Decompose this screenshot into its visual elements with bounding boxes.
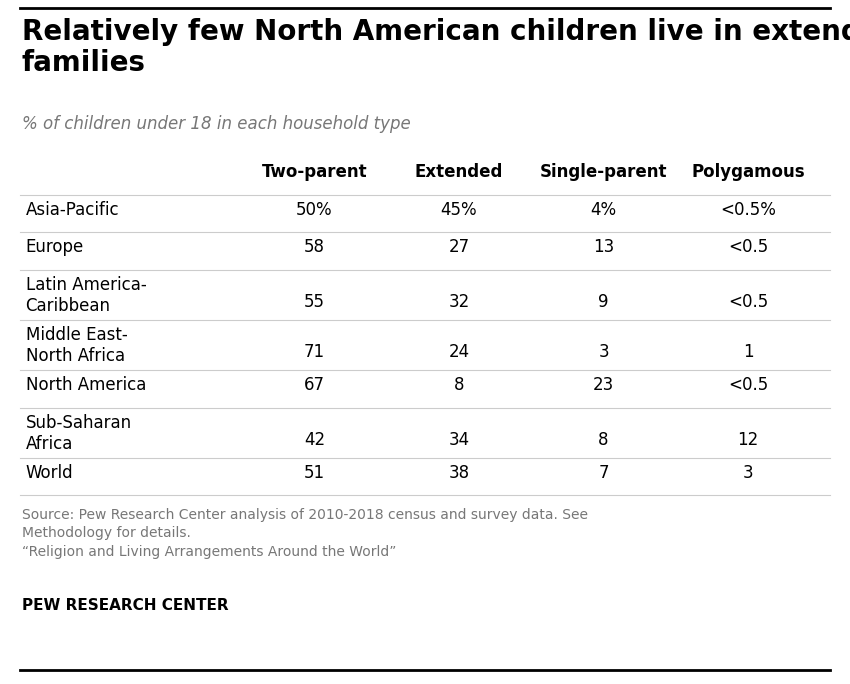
Text: Asia-Pacific: Asia-Pacific	[26, 201, 119, 219]
Text: <0.5: <0.5	[728, 293, 768, 311]
Text: 32: 32	[449, 293, 469, 311]
Text: 27: 27	[449, 238, 469, 256]
Text: 3: 3	[743, 464, 753, 482]
Text: 7: 7	[598, 464, 609, 482]
Text: 51: 51	[304, 464, 325, 482]
Text: 12: 12	[737, 431, 758, 449]
Text: 4%: 4%	[591, 201, 616, 219]
Text: 45%: 45%	[440, 201, 478, 219]
Text: Two-parent: Two-parent	[262, 163, 367, 181]
Text: Sub-Saharan
Africa: Sub-Saharan Africa	[26, 414, 132, 453]
Text: Relatively few North American children live in extended
families: Relatively few North American children l…	[22, 18, 850, 77]
Text: Latin America-
Caribbean: Latin America- Caribbean	[26, 276, 146, 315]
Text: 24: 24	[449, 343, 469, 361]
Text: 13: 13	[592, 238, 614, 256]
Text: Source: Pew Research Center analysis of 2010-2018 census and survey data. See
Me: Source: Pew Research Center analysis of …	[22, 508, 588, 559]
Text: 9: 9	[598, 293, 609, 311]
Text: % of children under 18 in each household type: % of children under 18 in each household…	[22, 115, 411, 133]
Text: <0.5: <0.5	[728, 238, 768, 256]
Text: 34: 34	[449, 431, 469, 449]
Text: 3: 3	[598, 343, 609, 361]
Text: 50%: 50%	[296, 201, 333, 219]
Text: 1: 1	[743, 343, 753, 361]
Text: 67: 67	[304, 376, 325, 394]
Text: 58: 58	[304, 238, 325, 256]
Text: North America: North America	[26, 376, 146, 394]
Text: 8: 8	[454, 376, 464, 394]
Text: World: World	[26, 464, 73, 482]
Text: Polygamous: Polygamous	[691, 163, 805, 181]
Text: Middle East-
North Africa: Middle East- North Africa	[26, 326, 128, 365]
Text: Europe: Europe	[26, 238, 84, 256]
Text: 55: 55	[304, 293, 325, 311]
Text: Extended: Extended	[415, 163, 503, 181]
Text: 71: 71	[304, 343, 325, 361]
Text: PEW RESEARCH CENTER: PEW RESEARCH CENTER	[22, 598, 229, 613]
Text: 23: 23	[592, 376, 614, 394]
Text: <0.5%: <0.5%	[720, 201, 776, 219]
Text: 8: 8	[598, 431, 609, 449]
Text: 38: 38	[449, 464, 469, 482]
Text: Single-parent: Single-parent	[540, 163, 667, 181]
Text: 42: 42	[304, 431, 325, 449]
Text: <0.5: <0.5	[728, 376, 768, 394]
